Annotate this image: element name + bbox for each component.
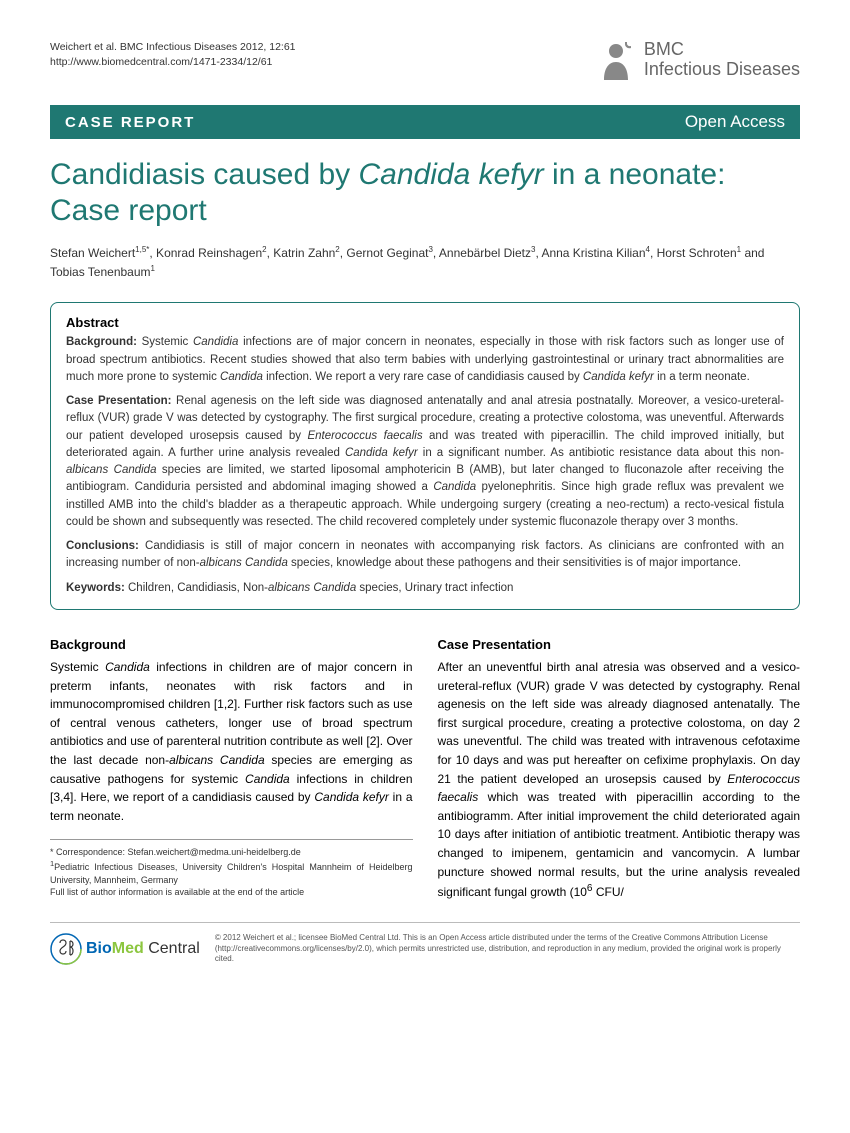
citation-url: http://www.biomedcentral.com/1471-2334/1… [50, 55, 296, 70]
case-heading: Case Presentation [438, 635, 801, 655]
article-type-banner: CASE REPORT Open Access [50, 105, 800, 139]
article-title: Candidiasis caused by Candida kefyr in a… [50, 157, 800, 229]
case-text: After an uneventful birth anal atresia w… [438, 658, 801, 902]
correspondence-note: Full list of author information is avail… [50, 886, 413, 899]
citation: Weichert et al. BMC Infectious Diseases … [50, 40, 296, 69]
header: Weichert et al. BMC Infectious Diseases … [50, 40, 800, 80]
abstract-keywords: Keywords: Children, Candidiasis, Non-alb… [66, 580, 784, 597]
abstract-conclusions: Conclusions: Candidiasis is still of maj… [66, 538, 784, 573]
journal-logo: BMC Infectious Diseases [596, 40, 800, 80]
biomed-text: BioMed Central [86, 940, 200, 958]
author-list: Stefan Weichert1,5*, Konrad Reinshagen2,… [50, 244, 800, 282]
abstract-heading: Abstract [66, 315, 784, 330]
body-columns: Background Systemic Candida infections i… [50, 635, 800, 902]
divider [50, 839, 413, 840]
citation-line1: Weichert et al. BMC Infectious Diseases … [50, 40, 296, 55]
abstract-case: Case Presentation: Renal agenesis on the… [66, 393, 784, 531]
open-access-label: Open Access [685, 112, 785, 132]
background-heading: Background [50, 635, 413, 655]
journal-subtitle: Infectious Diseases [644, 59, 800, 79]
right-column: Case Presentation After an uneventful bi… [438, 635, 801, 902]
license-text: © 2012 Weichert et al.; licensee BioMed … [215, 933, 800, 964]
abstract-background: Background: Systemic Candidia infections… [66, 334, 784, 386]
biomed-icon [50, 933, 82, 965]
correspondence-affiliation: 1Pediatric Infectious Diseases, Universi… [50, 859, 413, 886]
background-text: Systemic Candida infections in children … [50, 658, 413, 825]
abstract-box: Abstract Background: Systemic Candidia i… [50, 302, 800, 610]
bmc-person-icon [596, 40, 636, 80]
footer: BioMed Central © 2012 Weichert et al.; l… [50, 922, 800, 965]
biomed-logo: BioMed Central [50, 933, 200, 965]
article-type: CASE REPORT [65, 114, 195, 131]
correspondence-email: * Correspondence: Stefan.weichert@medma.… [50, 846, 413, 859]
journal-name: BMC Infectious Diseases [644, 40, 800, 80]
journal-bmc: BMC [644, 39, 684, 59]
correspondence: * Correspondence: Stefan.weichert@medma.… [50, 846, 413, 898]
left-column: Background Systemic Candida infections i… [50, 635, 413, 902]
